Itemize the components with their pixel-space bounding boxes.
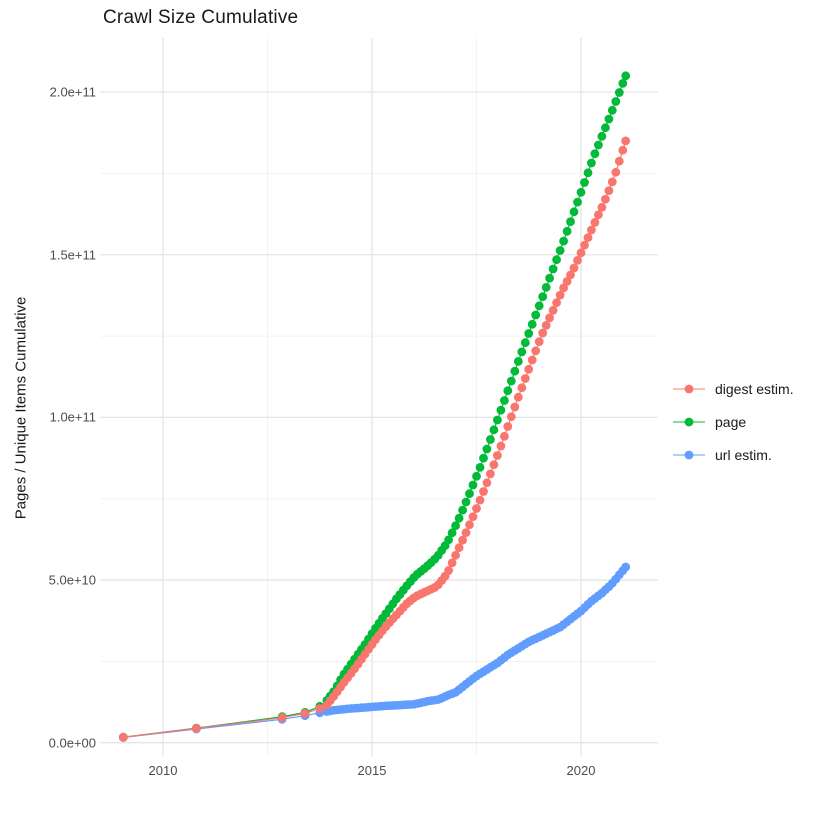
y-tick-label: 5.0e+10	[48, 572, 96, 588]
legend-label: digest estim.	[715, 381, 794, 397]
legend-label: url estim.	[715, 447, 772, 463]
legend-label: page	[715, 414, 747, 430]
legend-key-page-icon	[673, 417, 705, 427]
legend-item-url-estim: url estim.	[672, 444, 794, 466]
legend: digest estim. page url estim.	[672, 378, 794, 466]
x-tick-label: 2015	[357, 763, 387, 778]
y-tick-label: 1.0e+11	[49, 409, 96, 425]
legend-item-digest-estim: digest estim.	[672, 378, 794, 400]
y-tick-label: 0.0e+00	[48, 735, 96, 751]
y-tick-label: 1.5e+11	[49, 247, 96, 263]
y-axis-title: Pages / Unique Items Cumulative	[12, 296, 30, 520]
chart-title: Crawl Size Cumulative	[103, 7, 299, 28]
legend-key-url-icon	[673, 450, 705, 460]
y-tick-label: 2.0e+11	[49, 84, 96, 100]
x-tick-label: 2020	[566, 763, 596, 778]
x-tick-label: 2010	[148, 763, 178, 778]
legend-key-digest-icon	[673, 384, 705, 394]
legend-item-page: page	[672, 411, 794, 433]
